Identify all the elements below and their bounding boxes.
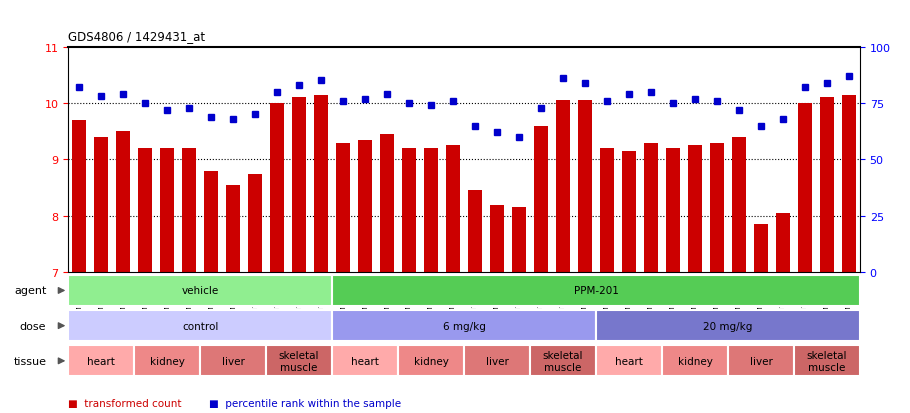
Text: 20 mg/kg: 20 mg/kg xyxy=(703,321,753,331)
Bar xyxy=(776,214,790,273)
Text: heart: heart xyxy=(87,356,116,366)
Bar xyxy=(794,345,860,377)
Text: 6 mg/kg: 6 mg/kg xyxy=(442,321,486,331)
Bar xyxy=(820,98,834,273)
Bar xyxy=(596,310,860,342)
Text: dose: dose xyxy=(20,321,46,331)
Bar xyxy=(596,345,662,377)
Bar xyxy=(490,205,504,273)
Bar xyxy=(160,149,175,273)
Bar xyxy=(798,104,812,273)
Bar xyxy=(72,121,86,273)
Bar xyxy=(270,104,284,273)
Bar xyxy=(662,345,728,377)
Text: liver: liver xyxy=(222,356,245,366)
Text: agent: agent xyxy=(14,286,46,296)
Bar xyxy=(732,138,746,273)
Bar xyxy=(424,149,439,273)
Bar xyxy=(358,140,372,273)
Bar xyxy=(446,146,460,273)
Text: heart: heart xyxy=(615,356,643,366)
Text: GDS4806 / 1429431_at: GDS4806 / 1429431_at xyxy=(68,31,206,43)
Bar xyxy=(464,345,530,377)
Bar xyxy=(530,345,596,377)
Bar xyxy=(266,345,332,377)
Bar xyxy=(226,185,240,273)
Bar xyxy=(398,345,464,377)
Bar xyxy=(182,149,197,273)
Bar xyxy=(728,345,794,377)
Bar xyxy=(116,132,130,273)
Bar xyxy=(622,152,636,273)
Bar xyxy=(248,174,262,273)
Text: ■  percentile rank within the sample: ■ percentile rank within the sample xyxy=(209,398,401,408)
Bar xyxy=(94,138,108,273)
Text: kidney: kidney xyxy=(678,356,713,366)
Bar xyxy=(68,310,332,342)
Bar xyxy=(332,310,596,342)
Bar xyxy=(710,143,724,273)
Bar xyxy=(666,149,680,273)
Text: control: control xyxy=(182,321,218,331)
Text: ■  transformed count: ■ transformed count xyxy=(68,398,182,408)
Bar xyxy=(600,149,614,273)
Bar xyxy=(380,135,394,273)
Text: vehicle: vehicle xyxy=(182,286,218,296)
Bar xyxy=(292,98,307,273)
Text: liver: liver xyxy=(486,356,509,366)
Bar xyxy=(200,345,266,377)
Text: PPM-201: PPM-201 xyxy=(573,286,619,296)
Text: skeletal
muscle: skeletal muscle xyxy=(278,350,319,372)
Text: kidney: kidney xyxy=(414,356,449,366)
Bar xyxy=(534,126,548,273)
Bar xyxy=(332,345,399,377)
Bar xyxy=(468,191,482,273)
Bar xyxy=(644,143,658,273)
Bar xyxy=(68,275,332,306)
Bar xyxy=(578,101,592,273)
Text: skeletal
muscle: skeletal muscle xyxy=(806,350,847,372)
Text: tissue: tissue xyxy=(14,356,46,366)
Bar xyxy=(402,149,416,273)
Bar xyxy=(314,95,329,273)
Bar xyxy=(204,171,218,273)
Bar xyxy=(332,275,860,306)
Text: skeletal
muscle: skeletal muscle xyxy=(542,350,583,372)
Text: heart: heart xyxy=(351,356,379,366)
Bar xyxy=(138,149,152,273)
Bar xyxy=(135,345,200,377)
Bar xyxy=(336,143,350,273)
Bar xyxy=(842,95,856,273)
Bar xyxy=(512,208,526,273)
Text: kidney: kidney xyxy=(150,356,185,366)
Bar xyxy=(68,345,135,377)
Text: liver: liver xyxy=(750,356,773,366)
Bar xyxy=(556,101,571,273)
Bar xyxy=(688,146,703,273)
Bar xyxy=(753,225,768,273)
